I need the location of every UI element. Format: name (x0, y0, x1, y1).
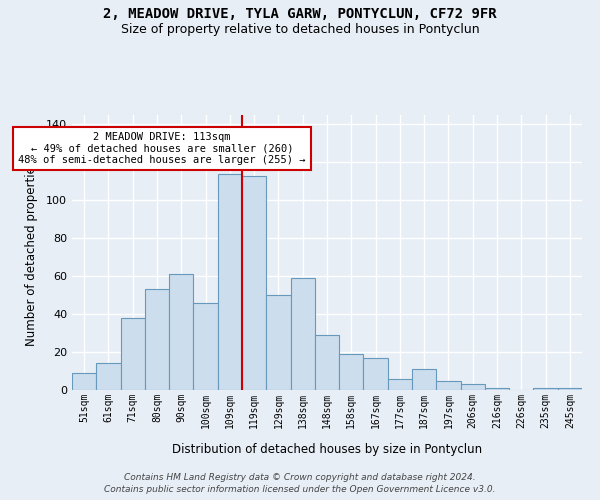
Bar (145, 290, 169, 390)
Text: Distribution of detached houses by size in Pontyclun: Distribution of detached houses by size … (172, 442, 482, 456)
Bar (364, 358, 388, 390)
Bar (72, 373, 96, 390)
Text: Size of property relative to detached houses in Pontyclun: Size of property relative to detached ho… (121, 22, 479, 36)
Bar (242, 176, 266, 390)
Bar (558, 388, 582, 390)
Bar (96, 364, 121, 390)
Y-axis label: Number of detached properties: Number of detached properties (25, 160, 38, 346)
Text: 2, MEADOW DRIVE, TYLA GARW, PONTYCLUN, CF72 9FR: 2, MEADOW DRIVE, TYLA GARW, PONTYCLUN, C… (103, 8, 497, 22)
Bar (485, 388, 509, 390)
Bar (193, 303, 218, 390)
Bar (169, 274, 193, 390)
Bar (315, 335, 339, 390)
Text: 2 MEADOW DRIVE: 113sqm
← 49% of detached houses are smaller (260)
48% of semi-de: 2 MEADOW DRIVE: 113sqm ← 49% of detached… (18, 132, 305, 166)
Bar (339, 354, 364, 390)
Bar (218, 174, 242, 390)
Bar (436, 380, 461, 390)
Text: Contains public sector information licensed under the Open Government Licence v3: Contains public sector information licen… (104, 485, 496, 494)
Bar (121, 318, 145, 390)
Text: Contains HM Land Registry data © Crown copyright and database right 2024.: Contains HM Land Registry data © Crown c… (124, 472, 476, 482)
Bar (388, 378, 412, 390)
Bar (290, 278, 315, 390)
Bar (533, 388, 558, 390)
Bar (461, 384, 485, 390)
Bar (412, 369, 436, 390)
Bar (266, 295, 290, 390)
